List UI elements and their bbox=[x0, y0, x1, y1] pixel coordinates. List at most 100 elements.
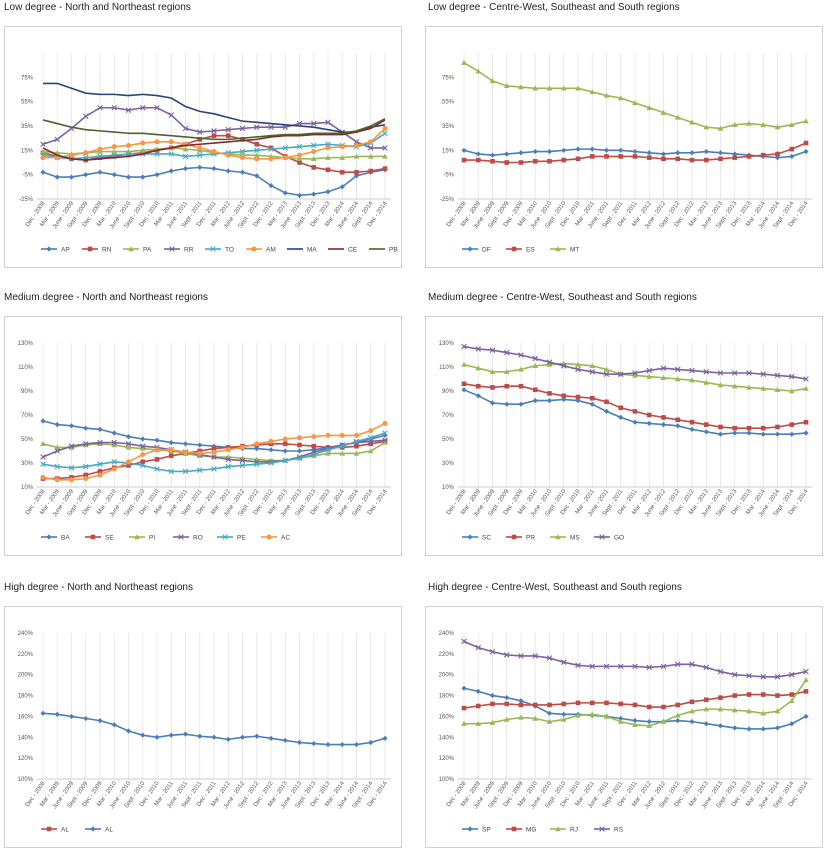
data-point bbox=[703, 429, 709, 435]
data-point bbox=[253, 124, 260, 131]
data-point bbox=[589, 401, 595, 407]
data-point bbox=[546, 398, 553, 404]
line-chart: 100%120%140%160%180%200%220%240%Dec - 20… bbox=[439, 631, 812, 833]
data-point bbox=[746, 154, 752, 159]
data-point bbox=[97, 155, 103, 160]
data-point bbox=[197, 733, 203, 739]
data-point bbox=[169, 246, 175, 252]
y-tick-label: -5% bbox=[443, 173, 454, 179]
data-point bbox=[139, 443, 146, 449]
data-point bbox=[368, 428, 374, 434]
series-sc bbox=[461, 387, 809, 437]
data-point bbox=[632, 721, 638, 727]
data-point bbox=[632, 372, 638, 378]
data-point bbox=[774, 725, 781, 731]
data-point bbox=[646, 420, 652, 426]
data-point bbox=[97, 169, 103, 175]
data-point bbox=[168, 447, 174, 453]
data-point bbox=[367, 435, 374, 441]
data-point bbox=[732, 155, 738, 160]
data-point bbox=[503, 369, 510, 374]
data-point bbox=[325, 189, 331, 195]
data-point bbox=[803, 148, 809, 155]
data-point bbox=[254, 156, 260, 162]
data-point bbox=[382, 430, 388, 436]
data-point bbox=[475, 644, 482, 651]
y-tick-label: 130% bbox=[18, 341, 34, 347]
data-point bbox=[297, 442, 302, 448]
chart-panel: 100% 120% 140% 160% 180% 200% 220% 240% Dec - 20… bbox=[4, 606, 402, 848]
data-point bbox=[310, 142, 317, 149]
data-point bbox=[382, 125, 388, 131]
data-point bbox=[504, 701, 510, 707]
data-point bbox=[689, 426, 695, 432]
data-point bbox=[461, 59, 467, 65]
data-point bbox=[368, 441, 374, 447]
data-point bbox=[140, 436, 146, 442]
data-point bbox=[589, 146, 595, 152]
data-point bbox=[111, 104, 118, 111]
data-point bbox=[504, 160, 510, 165]
data-point bbox=[111, 466, 117, 472]
data-point bbox=[125, 441, 132, 447]
data-point bbox=[490, 701, 495, 707]
data-point bbox=[546, 148, 553, 155]
data-point bbox=[111, 148, 118, 154]
data-point bbox=[518, 702, 524, 708]
y-tick-label: 200% bbox=[18, 673, 34, 679]
data-point bbox=[182, 153, 189, 160]
data-point bbox=[475, 68, 482, 74]
data-point bbox=[240, 155, 245, 161]
legend-label: SP bbox=[482, 826, 491, 833]
data-point bbox=[354, 432, 359, 438]
data-point bbox=[40, 454, 46, 460]
data-point bbox=[461, 343, 467, 350]
data-point bbox=[111, 459, 118, 465]
data-point bbox=[296, 143, 303, 150]
data-point bbox=[589, 89, 596, 95]
data-point bbox=[134, 534, 140, 540]
data-point bbox=[225, 168, 231, 174]
data-point bbox=[467, 826, 473, 832]
data-point bbox=[197, 442, 203, 448]
data-point bbox=[82, 441, 89, 447]
data-point bbox=[40, 474, 46, 480]
data-point bbox=[111, 430, 117, 436]
y-tick-label: 90% bbox=[442, 389, 455, 395]
legend-label: DF bbox=[482, 246, 491, 253]
data-point bbox=[46, 246, 52, 252]
legend-label: BA bbox=[61, 534, 70, 541]
data-point bbox=[325, 145, 331, 151]
y-tick-label: 15% bbox=[442, 148, 455, 154]
data-point bbox=[518, 352, 524, 358]
data-point bbox=[560, 716, 567, 722]
data-point bbox=[467, 534, 473, 540]
data-point bbox=[68, 713, 75, 720]
data-point bbox=[746, 370, 752, 376]
data-point bbox=[732, 151, 738, 157]
data-point bbox=[282, 441, 288, 447]
y-tick-label: 160% bbox=[18, 714, 34, 720]
data-point bbox=[489, 719, 496, 725]
data-point bbox=[125, 444, 132, 450]
data-point bbox=[40, 148, 46, 154]
legend-label: RR bbox=[184, 246, 194, 253]
data-point bbox=[632, 148, 638, 155]
data-point bbox=[555, 534, 561, 540]
data-point bbox=[575, 700, 581, 706]
chart-panel: -25% -5% 15% 35% 55% 75% Dec - 2008 Mar - 2009 J… bbox=[4, 26, 402, 268]
data-point bbox=[717, 706, 724, 712]
data-point bbox=[125, 174, 132, 180]
panel-title: Medium degree - North and Northeast regi… bbox=[4, 292, 208, 303]
legend-label: GO bbox=[614, 534, 624, 541]
data-point bbox=[125, 728, 132, 734]
data-point bbox=[325, 154, 331, 160]
data-point bbox=[168, 732, 174, 738]
data-point bbox=[760, 674, 767, 680]
data-point bbox=[561, 711, 567, 717]
data-point bbox=[211, 454, 217, 460]
data-point bbox=[325, 119, 331, 126]
data-point bbox=[111, 439, 118, 446]
data-point bbox=[775, 151, 780, 157]
